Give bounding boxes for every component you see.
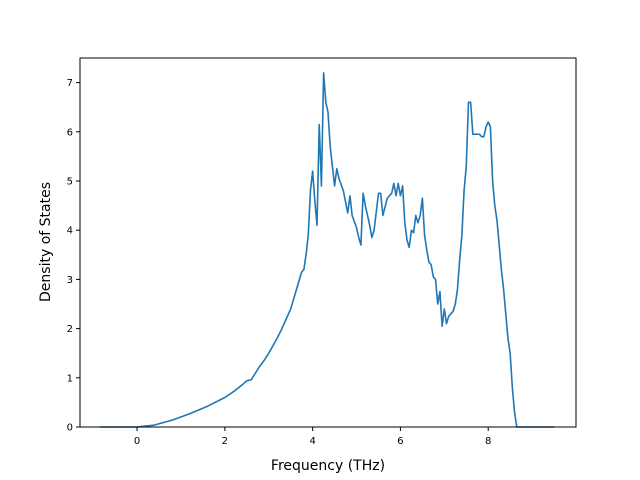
y-axis: 0 1 2 3 4 5 6 7 bbox=[67, 78, 80, 434]
x-tick-label: 0 bbox=[134, 436, 140, 447]
y-tick-label: 7 bbox=[67, 78, 73, 89]
y-axis-label: Density of States bbox=[38, 182, 54, 302]
x-tick-label: 6 bbox=[397, 436, 403, 447]
dos-series-line bbox=[99, 71, 555, 428]
axes-frame bbox=[79, 57, 577, 428]
y-tick-label: 6 bbox=[67, 127, 73, 138]
x-axis-label: Frequency (THz) bbox=[271, 458, 385, 474]
y-tick-label: 2 bbox=[67, 324, 73, 335]
y-tick-label: 0 bbox=[67, 423, 73, 434]
x-axis: 0 2 4 6 8 bbox=[134, 427, 491, 447]
y-tick-label: 5 bbox=[67, 177, 73, 188]
plot-area bbox=[99, 71, 555, 428]
y-tick-label: 1 bbox=[67, 373, 73, 384]
x-tick-label: 4 bbox=[309, 436, 315, 447]
y-tick-label: 4 bbox=[67, 226, 73, 237]
y-tick-label: 3 bbox=[67, 275, 73, 286]
x-tick-label: 2 bbox=[222, 436, 228, 447]
x-tick-label: 8 bbox=[485, 436, 491, 447]
